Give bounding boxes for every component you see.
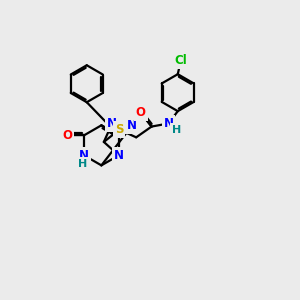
Text: S: S <box>115 123 124 136</box>
Text: N: N <box>79 149 89 162</box>
Text: N: N <box>114 149 124 162</box>
Text: Cl: Cl <box>175 54 187 67</box>
Text: H: H <box>78 159 87 169</box>
Text: N: N <box>107 117 117 130</box>
Text: O: O <box>136 106 146 119</box>
Text: N: N <box>127 119 137 132</box>
Text: H: H <box>172 124 181 135</box>
Text: O: O <box>62 129 72 142</box>
Text: N: N <box>164 117 173 130</box>
